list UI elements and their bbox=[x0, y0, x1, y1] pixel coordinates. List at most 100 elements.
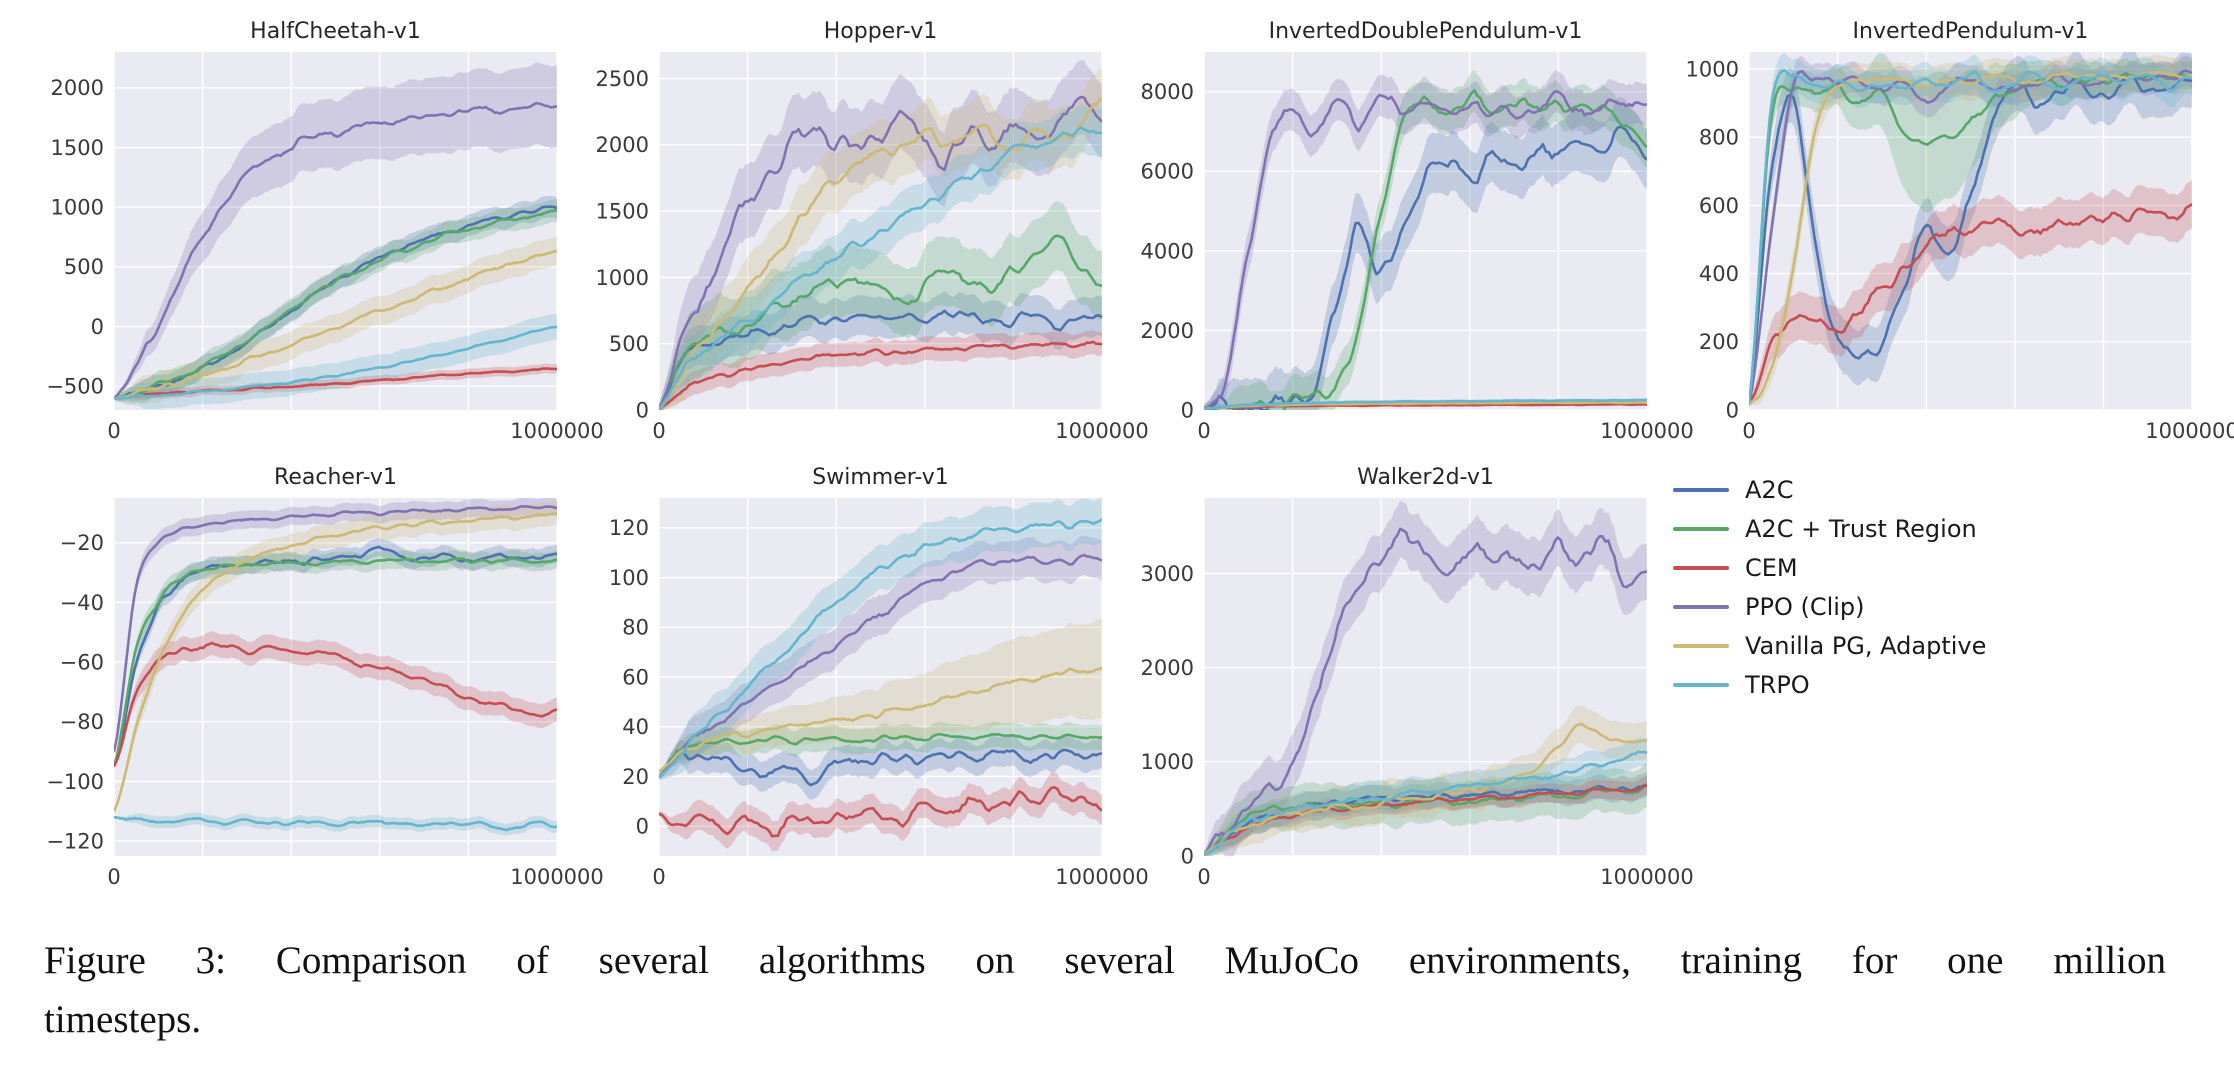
y-tick-label: 1500 bbox=[51, 136, 104, 160]
series-line-vanilla-pg-adaptive bbox=[1749, 70, 2192, 405]
series-band-ppo-clip bbox=[114, 62, 557, 399]
x-tick-label: 0 bbox=[1197, 419, 1210, 443]
series-line-ppo-clip bbox=[1204, 90, 1647, 410]
series-line-a2c-trust-region bbox=[114, 557, 557, 767]
y-tick-label: −20 bbox=[60, 531, 104, 555]
legend-line-swatch bbox=[1673, 566, 1729, 570]
y-tick-label: 4000 bbox=[1141, 239, 1194, 263]
chart-title: Swimmer-v1 bbox=[812, 465, 948, 490]
series-line-ppo-clip bbox=[114, 505, 557, 752]
y-tick-label: 20 bbox=[622, 765, 649, 789]
series-line-a2c bbox=[1749, 74, 2192, 404]
legend-entry: TRPO bbox=[1673, 671, 2206, 699]
x-tick-label: 1000000 bbox=[510, 865, 604, 889]
series-line-cem bbox=[659, 785, 1102, 838]
series-band-a2c bbox=[114, 195, 557, 402]
series-band-cem bbox=[1749, 180, 2192, 407]
charts-grid: −500 0 500 1000 1500 2000 0 1000000 HalfCheetah-… bbox=[26, 14, 2234, 896]
chart-plot-swimmer-v1: 0 20 40 60 80 100 120 0 1000000 Swimmer-v1 bbox=[609, 465, 1149, 889]
legend-entry: Vanilla PG, Adaptive bbox=[1673, 632, 2206, 660]
chart-title: InvertedPendulum-v1 bbox=[1853, 19, 2089, 44]
y-tick-label: 1000 bbox=[596, 266, 649, 290]
y-tick-label: −500 bbox=[46, 374, 104, 398]
chart-reacher-v1: −120 −100 −80 −60 −40 −20 0 1000000 Reacher-v1 bbox=[26, 460, 603, 896]
series-line-a2c-trust-region bbox=[114, 209, 557, 400]
series-band-vanilla-pg-adaptive bbox=[659, 68, 1102, 410]
series-line-trpo bbox=[659, 518, 1102, 778]
series-band-cem bbox=[114, 631, 557, 769]
legend-entry: CEM bbox=[1673, 554, 2206, 582]
chart-title: Walker2d-v1 bbox=[1357, 465, 1494, 490]
series-band-trpo bbox=[659, 498, 1102, 780]
chart-title: Reacher-v1 bbox=[274, 465, 397, 490]
legend-entry: A2C + Trust Region bbox=[1673, 515, 2206, 543]
series-band-a2c bbox=[1204, 96, 1647, 410]
series-line-ppo-clip bbox=[1204, 527, 1647, 856]
legend-label: PPO (Clip) bbox=[1745, 593, 1865, 621]
x-tick-label: 0 bbox=[652, 865, 665, 889]
series-band-vanilla-pg-adaptive bbox=[1204, 705, 1647, 856]
chart-plot-hopper-v1: 0 500 1000 1500 2000 2500 0 1000000 Hopper-v1 bbox=[596, 19, 1149, 443]
chart-plot-invertedpendulum-v1: 0 200 400 600 800 1000 0 1000000 InvertedPendulu… bbox=[1686, 19, 2234, 443]
series-band-trpo bbox=[659, 103, 1102, 410]
y-tick-label: 80 bbox=[622, 616, 649, 640]
y-tick-label: −60 bbox=[60, 650, 104, 674]
x-tick-label: 0 bbox=[1742, 419, 1755, 443]
x-tick-label: 0 bbox=[107, 865, 120, 889]
caption-line: Figure 3: Comparison of several algorith… bbox=[44, 939, 2166, 982]
y-tick-label: 600 bbox=[1699, 194, 1739, 218]
legend-line-swatch bbox=[1673, 605, 1729, 609]
legend-label: Vanilla PG, Adaptive bbox=[1745, 632, 1987, 660]
x-tick-label: 0 bbox=[1197, 865, 1210, 889]
y-tick-label: 1500 bbox=[596, 199, 649, 223]
series-line-cem bbox=[114, 641, 557, 768]
legend: A2C A2C + Trust Region CEM PPO (Clip) Vanill… bbox=[1661, 460, 2206, 896]
chart-plot-inverteddoublependulum-v1: 0 2000 4000 6000 8000 0 1000000 InvertedDoubleP… bbox=[1141, 19, 1694, 443]
y-tick-label: 0 bbox=[91, 315, 104, 339]
y-tick-label: 0 bbox=[1726, 398, 1739, 422]
series-line-vanilla-pg-adaptive bbox=[114, 511, 557, 812]
y-tick-label: −100 bbox=[46, 770, 104, 794]
y-tick-label: −40 bbox=[60, 591, 104, 615]
series-line-vanilla-pg-adaptive bbox=[114, 249, 557, 400]
chart-title: Hopper-v1 bbox=[824, 19, 937, 44]
series-line-cem bbox=[1749, 203, 2192, 404]
y-tick-label: −120 bbox=[46, 829, 104, 853]
legend-line-swatch bbox=[1673, 488, 1729, 492]
series-band-a2c-trust-region bbox=[1204, 763, 1647, 856]
chart-plot-walker2d-v1: 0 1000 2000 3000 0 1000000 Walker2d-v1 bbox=[1141, 465, 1694, 889]
x-tick-label: 1000000 bbox=[1055, 419, 1149, 443]
y-tick-label: 120 bbox=[609, 516, 649, 540]
series-line-ppo-clip bbox=[659, 553, 1102, 778]
series-line-vanilla-pg-adaptive bbox=[1204, 722, 1647, 856]
series-band-ppo-clip bbox=[1204, 500, 1647, 856]
y-tick-label: 0 bbox=[1181, 844, 1194, 868]
chart-halfcheetah-v1: −500 0 500 1000 1500 2000 0 1000000 HalfCheetah-… bbox=[26, 14, 603, 450]
series-line-trpo bbox=[1749, 68, 2192, 404]
chart-title: HalfCheetah-v1 bbox=[250, 19, 421, 44]
series-line-vanilla-pg-adaptive bbox=[659, 97, 1102, 410]
chart-walker2d-v1: 0 1000 2000 3000 0 1000000 Walker2d-v1 bbox=[1116, 460, 1694, 896]
series-band-vanilla-pg-adaptive bbox=[659, 618, 1102, 773]
series-line-ppo-clip bbox=[114, 101, 557, 400]
series-band-trpo bbox=[114, 812, 557, 837]
series-line-trpo bbox=[1204, 398, 1647, 410]
x-tick-label: 0 bbox=[652, 419, 665, 443]
x-tick-label: 1000000 bbox=[2145, 419, 2234, 443]
y-tick-label: 0 bbox=[636, 398, 649, 422]
chart-inverteddoublependulum-v1: 0 2000 4000 6000 8000 0 1000000 InvertedDoubleP… bbox=[1116, 14, 1694, 450]
y-tick-label: 2000 bbox=[1141, 656, 1194, 680]
legend-line-swatch bbox=[1673, 683, 1729, 687]
y-tick-label: 200 bbox=[1699, 330, 1739, 354]
y-tick-label: 2500 bbox=[596, 67, 649, 91]
x-tick-label: 0 bbox=[107, 419, 120, 443]
y-tick-label: 3000 bbox=[1141, 562, 1194, 586]
legend-label: TRPO bbox=[1745, 671, 1810, 699]
series-line-cem bbox=[659, 340, 1102, 410]
series-band-trpo bbox=[114, 313, 557, 410]
x-tick-label: 1000000 bbox=[1600, 419, 1694, 443]
y-tick-label: 2000 bbox=[596, 133, 649, 157]
plot-background bbox=[114, 52, 557, 410]
caption-line: timesteps. bbox=[44, 997, 202, 1041]
series-line-a2c-trust-region bbox=[1204, 89, 1647, 410]
